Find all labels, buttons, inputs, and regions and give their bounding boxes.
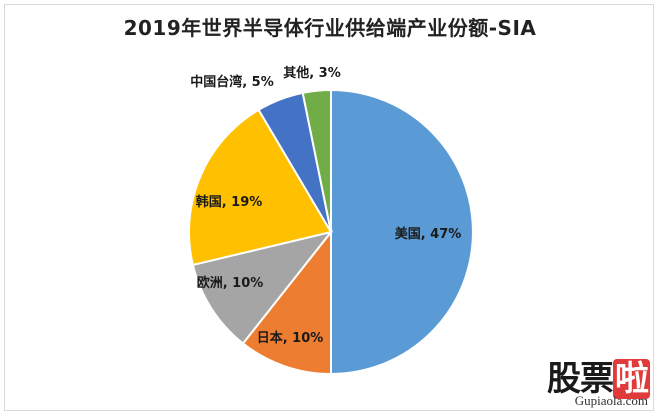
watermark-brand: 股票啦 [547,351,650,400]
chart-title: 2019年世界半导体行业供给端产业份额-SIA [123,16,537,40]
slice-label-1: 日本, 10% [257,330,324,346]
watermark-brand-a: 股票 [547,359,614,399]
pie-slice-0 [330,88,474,376]
pie-slice-3 [188,108,333,267]
slice-label-0: 美国, 47% [395,226,462,242]
pie-slice-5 [301,88,332,233]
slice-label-3: 韩国, 19% [196,194,263,210]
pie-slice-2 [191,230,334,345]
slice-label-5: 其他, 3% [283,65,341,81]
watermark-brand-b: 啦 [613,359,650,399]
slice-label-2: 欧洲, 10% [197,275,264,291]
slice-label-4: 中国台湾, 5% [190,74,274,90]
watermark: 股票啦 Gupiaola.com [540,351,650,409]
watermark-url: Gupiaola.com [574,393,648,408]
pie-slice-1 [241,229,332,376]
